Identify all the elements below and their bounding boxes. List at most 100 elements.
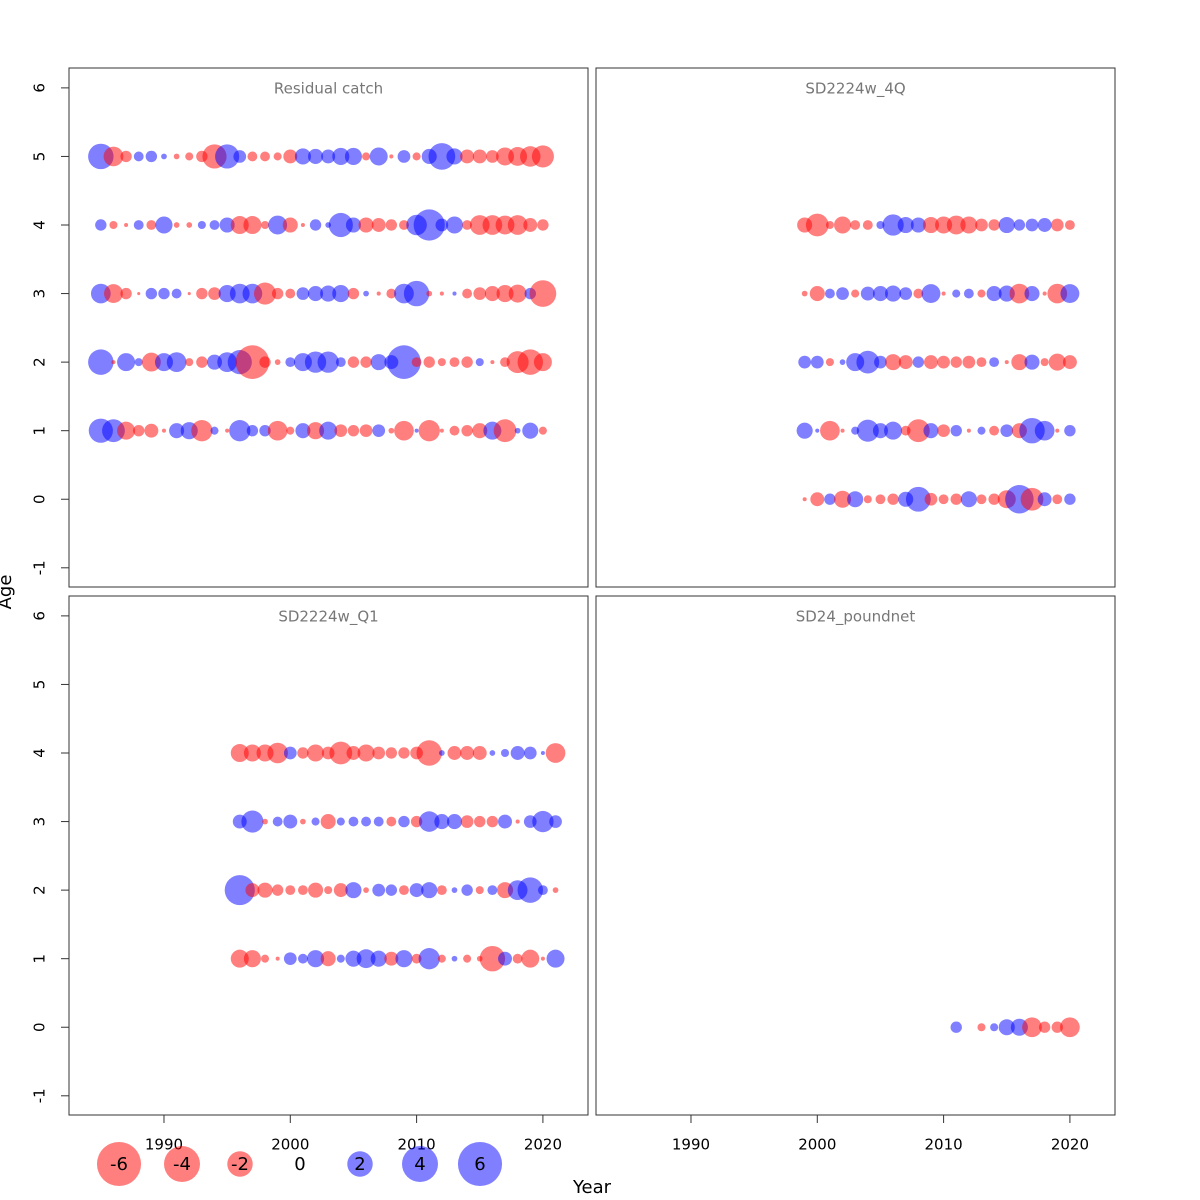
- panel-title: SD24_poundnet: [796, 608, 916, 627]
- bubble: [923, 423, 939, 439]
- bubble: [294, 148, 311, 165]
- bubble: [552, 887, 559, 893]
- bubble: [446, 814, 463, 830]
- bubble: [259, 424, 271, 437]
- bubble: [173, 222, 180, 228]
- bubble: [158, 287, 170, 300]
- bubble: [137, 292, 141, 296]
- bubble: [320, 951, 336, 967]
- bubble: [899, 287, 913, 300]
- bubble: [952, 289, 961, 298]
- bubble: [475, 358, 484, 367]
- bubble: [88, 349, 114, 375]
- bubble: [297, 885, 308, 896]
- bubble: [460, 746, 475, 760]
- bubble: [196, 287, 208, 300]
- bubble: [370, 354, 387, 371]
- bubble: [418, 420, 440, 442]
- bubble: [285, 288, 296, 299]
- bubble: [523, 218, 538, 232]
- bubble: [155, 216, 173, 234]
- bubble: [335, 357, 346, 368]
- bubble: [872, 423, 888, 439]
- legend-bubble: [457, 1141, 503, 1187]
- bubble: [836, 287, 849, 300]
- y-tick-label: 3: [31, 289, 49, 299]
- bubble: [344, 147, 362, 165]
- bubble: [117, 353, 136, 372]
- bubble: [437, 954, 446, 963]
- bubble: [824, 288, 835, 299]
- bubble: [529, 280, 557, 307]
- bubble: [297, 747, 309, 759]
- bubble: [461, 884, 473, 896]
- bubble: [372, 883, 386, 897]
- bubble: [398, 815, 410, 828]
- bubble: [261, 954, 270, 963]
- bubble: [937, 355, 950, 369]
- bubble: [300, 818, 306, 825]
- bubble: [111, 360, 116, 365]
- bubble: [321, 149, 336, 164]
- bubble: [962, 355, 976, 369]
- bubble: [507, 215, 528, 235]
- bubble: [798, 355, 812, 369]
- bubble: [1024, 286, 1040, 302]
- bubble: [133, 151, 144, 162]
- bubble: [937, 424, 950, 438]
- y-tick-label: 4: [31, 220, 49, 230]
- bubble: [399, 220, 409, 230]
- bubble: [810, 492, 825, 507]
- bubble: [412, 152, 421, 161]
- bubble: [283, 814, 298, 829]
- bubble: [462, 288, 473, 299]
- bubble: [887, 493, 899, 505]
- bubble: [395, 950, 413, 968]
- bubble: [538, 426, 547, 435]
- bubble: [820, 420, 840, 441]
- bubble: [512, 953, 523, 964]
- bubble: [447, 746, 462, 760]
- bubble: [998, 216, 1015, 234]
- x-tick-label: 2010: [925, 1136, 963, 1154]
- bubble: [243, 744, 261, 762]
- bubble: [496, 285, 514, 303]
- bubble: [884, 421, 903, 440]
- bubble: [452, 291, 457, 296]
- legend-label: 0: [294, 1154, 305, 1175]
- bubble: [166, 352, 187, 372]
- bubble: [297, 953, 308, 964]
- bubble: [387, 345, 421, 379]
- bubble: [439, 428, 444, 433]
- bubble: [463, 954, 472, 963]
- bubble: [1055, 428, 1060, 433]
- bubble: [308, 882, 324, 898]
- bubble: [215, 144, 240, 169]
- y-tick-label: 0: [31, 494, 49, 504]
- bubble: [1064, 424, 1076, 437]
- bubble: [1062, 355, 1077, 370]
- bubble: [960, 216, 978, 234]
- bubble: [332, 147, 350, 165]
- bubble: [475, 886, 484, 895]
- bubble: [348, 816, 359, 827]
- bubble: [369, 147, 388, 166]
- bubble: [474, 815, 486, 828]
- bubble: [498, 814, 512, 829]
- bubble: [328, 212, 353, 238]
- bubble: [988, 493, 1000, 505]
- bubble: [546, 949, 565, 968]
- bubble: [394, 420, 414, 441]
- bubble: [416, 740, 442, 766]
- bubble: [1052, 494, 1063, 505]
- bubble: [319, 421, 338, 440]
- bubble: [479, 945, 506, 972]
- bubble: [414, 428, 419, 433]
- bubble: [295, 423, 311, 439]
- bubble: [824, 493, 836, 505]
- bubble: [489, 750, 496, 756]
- bubble: [361, 816, 372, 827]
- bubble: [500, 748, 510, 758]
- bubble: [273, 152, 282, 161]
- bubble: [243, 216, 262, 235]
